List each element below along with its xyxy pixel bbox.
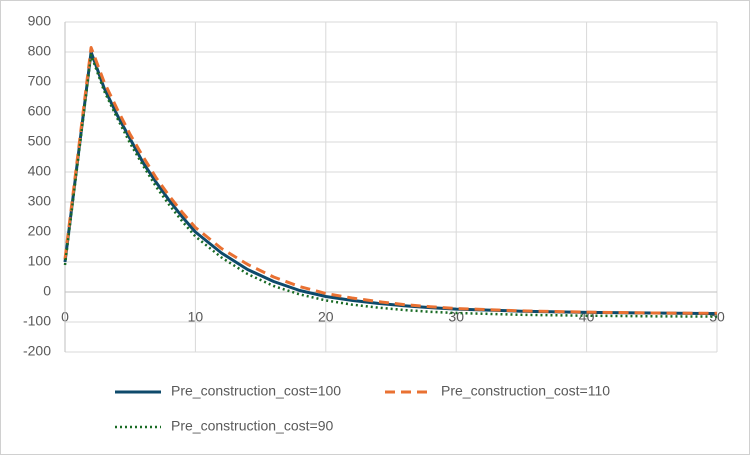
legend-label: Pre_construction_cost=110	[441, 383, 610, 399]
legend-label: Pre_construction_cost=100	[171, 383, 341, 399]
y-tick-label: 600	[28, 103, 52, 119]
series-line	[63, 50, 718, 316]
series-line	[63, 53, 718, 318]
y-tick-label: 500	[28, 133, 52, 149]
y-tick-label: 100	[28, 253, 52, 269]
x-tick-label: 20	[318, 309, 334, 325]
y-tick-label: -100	[23, 313, 51, 329]
y-tick-label: 800	[28, 43, 52, 59]
y-tick-label: 400	[28, 163, 52, 179]
y-tick-label: 900	[28, 13, 52, 29]
series-line	[63, 46, 718, 315]
y-tick-label: -200	[23, 343, 51, 359]
legend-label: Pre_construction_cost=90	[171, 418, 333, 434]
y-tick-label: 700	[28, 73, 52, 89]
y-tick-label: 200	[28, 223, 52, 239]
x-tick-label: 10	[188, 309, 204, 325]
y-tick-label: 300	[28, 193, 52, 209]
x-tick-label: 30	[448, 309, 464, 325]
y-tick-label: 0	[43, 283, 51, 299]
